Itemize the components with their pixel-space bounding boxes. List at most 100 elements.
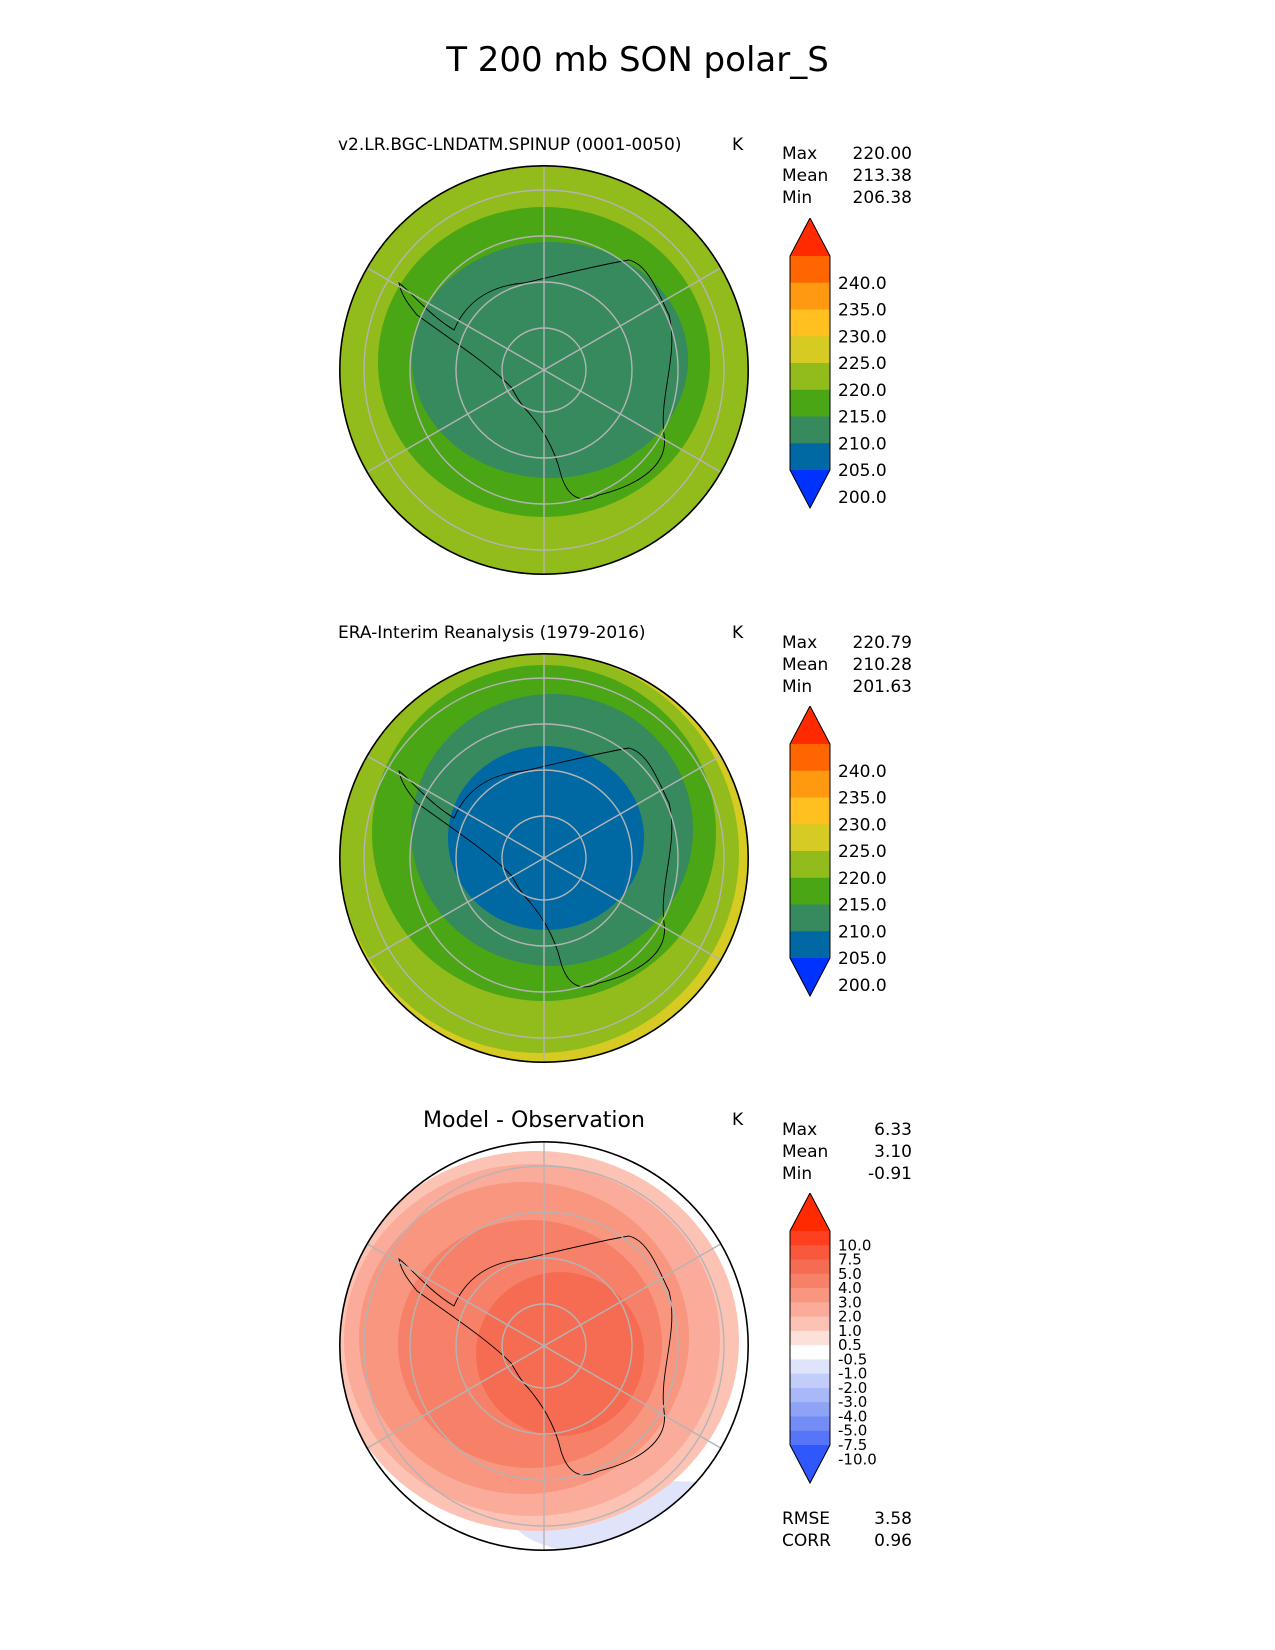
stat-row-min: Min 201.63	[782, 676, 912, 698]
colorbar-segment	[790, 770, 830, 798]
colorbar-segment	[790, 1273, 830, 1289]
panel-1-units: K	[732, 135, 744, 155]
colorbar-tick-label: 200.0	[838, 488, 887, 508]
longitude-gridline	[366, 754, 545, 859]
colorbar-segment	[790, 877, 830, 905]
colorbar-tick-label: 240.0	[838, 274, 887, 294]
colorbar-tick-label: 205.0	[838, 949, 887, 969]
panel-3-stats: Max 6.33 Mean 3.10 Min -0.91	[782, 1119, 912, 1185]
stat-value: 210.28	[852, 655, 912, 675]
stat-row-mean: Mean 3.10	[782, 1141, 912, 1163]
colorbar-tick-label: 230.0	[838, 815, 887, 835]
colorbar-segment	[790, 309, 830, 337]
colorbar-tick-label: 10.0	[838, 1236, 871, 1254]
colorbar-segment	[790, 851, 830, 879]
colorbar-tick-label: 0.5	[838, 1336, 862, 1354]
colorbar-segment	[790, 797, 830, 825]
colorbar-segment	[790, 824, 830, 852]
colorbar-tick-label: 240.0	[838, 762, 887, 782]
colorbar-segment	[790, 1416, 830, 1432]
metric-label: CORR	[782, 1531, 831, 1551]
colorbar-segment	[790, 336, 830, 364]
colorbar-segment	[790, 363, 830, 391]
colorbar-tick-label: 225.0	[838, 842, 887, 862]
stat-value: 206.38	[852, 188, 912, 208]
metric-row-corr: CORR 0.96	[782, 1530, 912, 1552]
colorbar-segment	[790, 1445, 830, 1483]
colorbar-tick-label: -1.0	[838, 1365, 867, 1383]
colorbar-segment	[790, 1402, 830, 1417]
colorbar-segment	[790, 1302, 830, 1318]
colorbar-segment	[790, 1245, 830, 1261]
panel-3-units: K	[732, 1110, 744, 1130]
colorbar-segment	[790, 1430, 830, 1446]
panel-1-colorbar: 240.0 235.0 230.0 225.0 220.0 215.0 210.0 205.0…	[789, 218, 887, 510]
stat-value: 213.38	[852, 166, 912, 186]
colorbar-segment	[790, 389, 830, 417]
panel-2-colorbar: 240.0 235.0 230.0 225.0 220.0 215.0 210.0 205.0…	[789, 706, 887, 998]
colorbar-tick-label: -10.0	[838, 1450, 877, 1468]
colorbar-tick-label: 3.0	[838, 1293, 862, 1311]
panel-2-title: ERA-Interim Reanalysis (1979-2016)	[338, 623, 646, 643]
stat-row-mean: Mean 213.38	[782, 165, 912, 187]
colorbar-tick-label: 210.0	[838, 434, 887, 454]
longitude-gridline	[366, 857, 545, 962]
colorbar-segment	[790, 443, 830, 471]
longitude-gridline	[366, 369, 545, 474]
panel-3-title: Model - Observation	[423, 1108, 645, 1133]
stat-row-min: Min -0.91	[782, 1163, 912, 1185]
panel-3-metrics: RMSE 3.58 CORR 0.96	[782, 1508, 912, 1552]
panel-1-map	[339, 165, 749, 575]
stat-label: Mean	[782, 1142, 829, 1162]
longitude-gridline	[366, 1242, 545, 1347]
colorbar-tick-label: -0.5	[838, 1350, 867, 1368]
stat-label: Mean	[782, 166, 829, 186]
colorbar-tick-label: 235.0	[838, 301, 887, 321]
panel-3-map	[339, 1141, 749, 1551]
stat-row-min: Min 206.38	[782, 187, 912, 209]
colorbar-tick-label: 1.0	[838, 1322, 862, 1340]
colorbar-tick-label: -2.0	[838, 1379, 867, 1397]
stat-label: Min	[782, 677, 813, 697]
colorbar-tick-label: 220.0	[838, 869, 887, 889]
stat-value: 220.79	[852, 633, 912, 653]
colorbar-segment	[790, 1345, 830, 1360]
figure-title: T 200 mb SON polar_S	[446, 40, 829, 80]
field-band	[412, 242, 688, 478]
colorbar-segment	[790, 1373, 830, 1389]
panel-1-stats: Max 220.00 Mean 213.38 Min 206.38	[782, 143, 912, 209]
longitude-gridline	[543, 1242, 722, 1347]
longitude-gridline	[366, 1345, 545, 1450]
panel-2-stats: Max 220.79 Mean 210.28 Min 201.63	[782, 632, 912, 698]
stat-label: Max	[782, 1120, 818, 1140]
colorbar-segment	[790, 1288, 830, 1303]
colorbar-tick-label: 215.0	[838, 896, 887, 916]
stat-value: 220.00	[852, 144, 912, 164]
stat-row-max: Max 220.79	[782, 632, 912, 654]
metric-row-rmse: RMSE 3.58	[782, 1508, 912, 1530]
colorbar-tick-label: -5.0	[838, 1422, 867, 1440]
colorbar-tick-label: -7.5	[838, 1436, 867, 1454]
colorbar-tick-label: -4.0	[838, 1407, 867, 1425]
colorbar-segment	[790, 256, 830, 284]
metric-value: 0.96	[874, 1531, 912, 1551]
stat-row-max: Max 220.00	[782, 143, 912, 165]
longitude-gridline	[366, 266, 545, 371]
colorbar-tick-label: 220.0	[838, 381, 887, 401]
colorbar-tick-label: -3.0	[838, 1393, 867, 1411]
colorbar-segment	[790, 1316, 830, 1332]
colorbar-outline	[789, 218, 831, 510]
colorbar-tick-label: 230.0	[838, 327, 887, 347]
colorbar-segment	[790, 904, 830, 932]
map-boundary	[339, 653, 749, 1063]
colorbar-segment	[790, 744, 830, 772]
metric-label: RMSE	[782, 1509, 831, 1529]
panel-2-map	[339, 653, 749, 1063]
metric-value: 3.58	[874, 1509, 912, 1529]
stat-row-mean: Mean 210.28	[782, 654, 912, 676]
stat-value: 201.63	[852, 677, 912, 697]
map-boundary	[339, 1141, 749, 1551]
stat-label: Max	[782, 144, 818, 164]
colorbar-tick-label: 210.0	[838, 922, 887, 942]
colorbar-segment	[790, 282, 830, 310]
